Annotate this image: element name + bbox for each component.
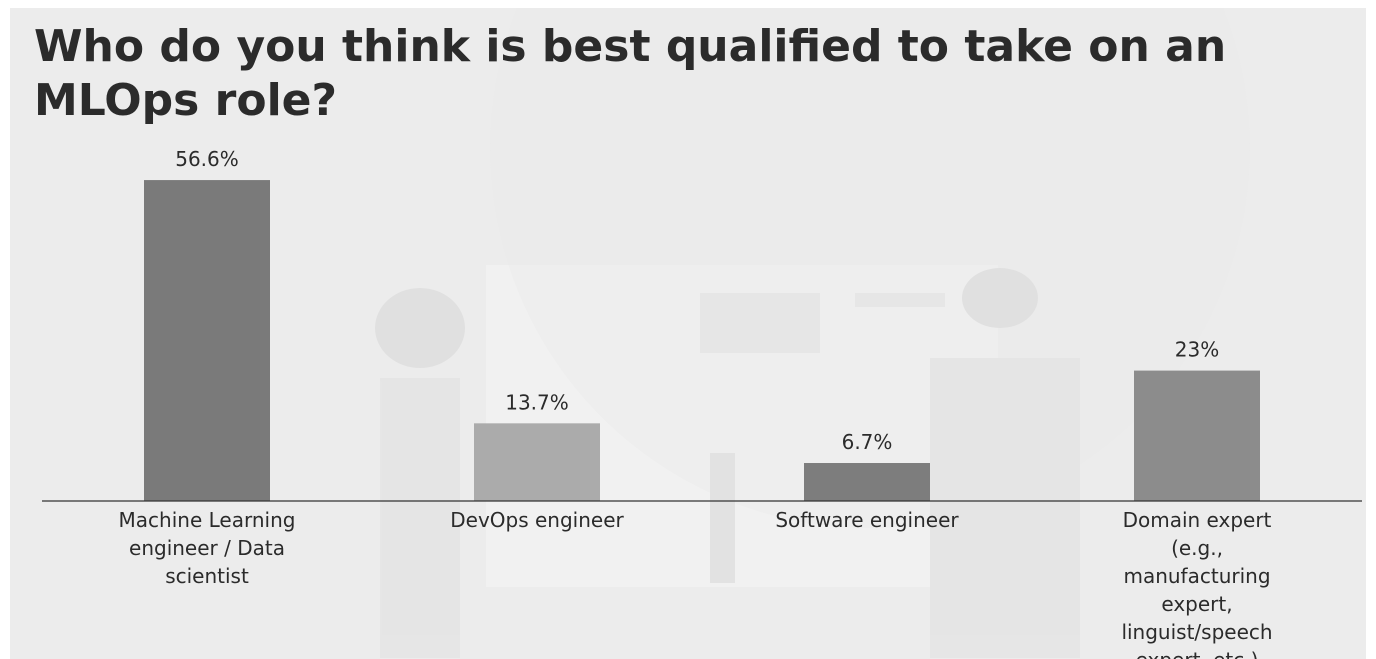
x-tick-label: DevOps engineer bbox=[450, 508, 624, 532]
value-label: 13.7% bbox=[505, 390, 569, 414]
x-tick-label: Machine Learning engineer / Data scienti… bbox=[118, 508, 296, 588]
bar bbox=[804, 463, 930, 501]
plot: 56.6% 13.7% 6.7% 23% bbox=[42, 8, 1362, 658]
x-tick-label: Domain expert (e.g., manufacturing exper… bbox=[1121, 508, 1273, 659]
x-tick-label: Software engineer bbox=[775, 508, 959, 532]
value-label: 56.6% bbox=[175, 147, 239, 171]
bar bbox=[1134, 370, 1260, 501]
value-label: 6.7% bbox=[842, 430, 893, 454]
bar bbox=[474, 423, 600, 501]
chart: 56.6% 13.7% 6.7% 23% Who do you think is be… bbox=[10, 8, 1366, 659]
bar bbox=[144, 180, 270, 501]
chart-title: Who do you think is best qualified to ta… bbox=[34, 21, 1227, 126]
background-illustration bbox=[375, 8, 1250, 658]
value-label: 23% bbox=[1175, 338, 1219, 362]
